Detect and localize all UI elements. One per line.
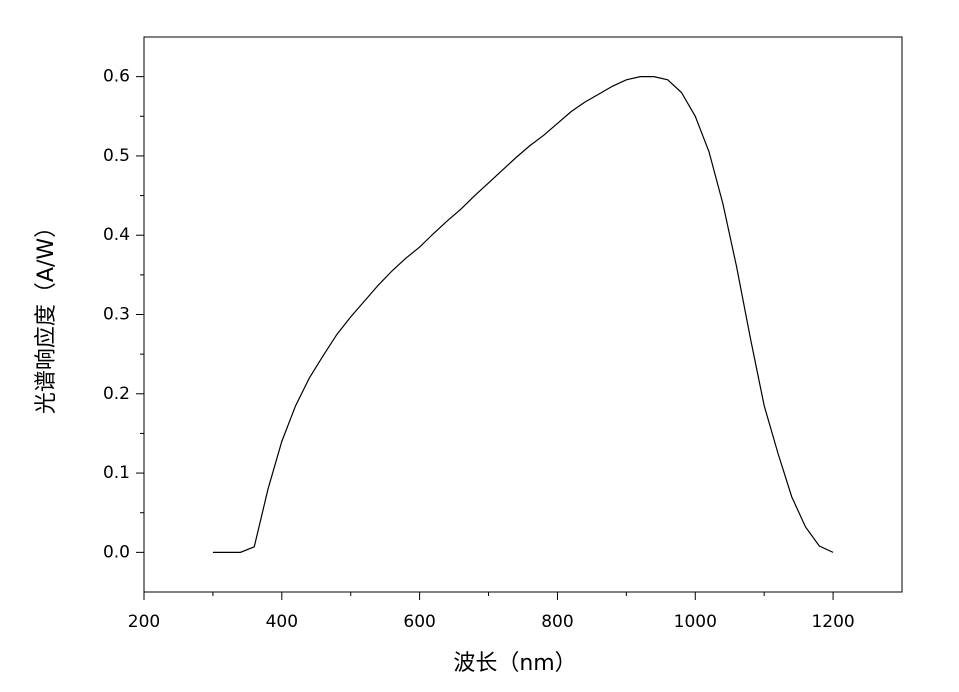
x-axis-label: 波长（nm）: [453, 651, 576, 676]
x-tick-label: 800: [541, 612, 573, 632]
x-tick-label: 1000: [674, 612, 717, 632]
y-tick-label: 0.1: [103, 463, 130, 483]
x-tick-label: 400: [266, 612, 298, 632]
y-tick-label: 0.5: [103, 146, 130, 166]
x-tick-label: 1200: [811, 612, 854, 632]
y-axis-label: 光谱响应度（A/W）: [34, 216, 59, 414]
x-tick-label: 200: [128, 612, 160, 632]
data-line: [212, 76, 834, 553]
y-tick-label: 0.0: [103, 542, 130, 562]
y-tick-label: 0.6: [103, 67, 130, 87]
y-tick-label: 0.2: [103, 384, 130, 404]
y-tick-label: 0.3: [103, 305, 130, 325]
y-tick-label: 0.4: [103, 225, 130, 245]
x-tick-label: 600: [403, 612, 435, 632]
plot-frame: [143, 36, 903, 593]
